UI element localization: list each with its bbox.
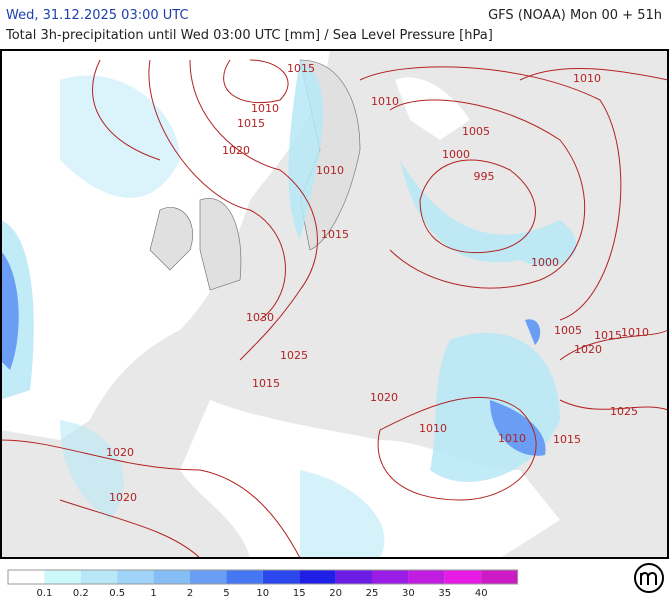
legend-swatch <box>226 570 263 584</box>
isobar-label: 1020 <box>109 491 137 504</box>
header-time: Wed, 31.12.2025 03:00 UTC <box>6 8 189 23</box>
legend-label: 0.1 <box>36 588 52 599</box>
isobar-label: 995 <box>474 170 495 183</box>
isobar-label: 1020 <box>106 446 134 459</box>
legend-swatch <box>44 570 81 584</box>
legend: 0.1 0.2 0.5 1 2 5 10 15 20 25 30 35 40 <box>7 569 519 599</box>
isobar-label: 1010 <box>371 95 399 108</box>
isobar-label: 1020 <box>370 391 398 404</box>
legend-swatch <box>481 570 518 584</box>
legend-label: 2 <box>187 588 193 599</box>
isobar-label: 1025 <box>280 349 308 362</box>
legend-label: 0.5 <box>109 588 125 599</box>
legend-label: 1 <box>150 588 156 599</box>
legend-label: 35 <box>438 588 451 599</box>
isobar-label: 1020 <box>574 343 602 356</box>
isobar-label: 1020 <box>222 144 250 157</box>
isobar-label: 1010 <box>251 102 279 115</box>
legend-label: 25 <box>366 588 379 599</box>
legend-swatch <box>262 570 300 584</box>
isobar-label: 1015 <box>594 329 622 342</box>
isobar-label: 1005 <box>462 125 490 138</box>
isobar-label: 1010 <box>498 432 526 445</box>
legend-swatch <box>372 570 409 584</box>
isobar-label: 1000 <box>531 256 559 269</box>
isobar-label: 1015 <box>287 62 315 75</box>
legend-swatch <box>80 570 118 584</box>
logo <box>634 563 664 593</box>
isobar-label: 1005 <box>554 324 582 337</box>
isobar-label: 1010 <box>573 72 601 85</box>
legend-label: 20 <box>329 588 342 599</box>
isobar-label: 1025 <box>610 405 638 418</box>
isobar-label: 1015 <box>321 228 349 241</box>
isobar-label: 1015 <box>252 377 280 390</box>
legend-label: 0.2 <box>73 588 89 599</box>
legend-swatch <box>335 570 372 584</box>
isobar-label: 1010 <box>419 422 447 435</box>
isobar-label: 1010 <box>316 164 344 177</box>
legend-swatch <box>408 570 445 584</box>
legend-label: 10 <box>256 588 269 599</box>
isobar-label: 1010 <box>621 326 649 339</box>
legend-label: 5 <box>223 588 229 599</box>
legend-label: 30 <box>402 588 415 599</box>
isobar-label: 1015 <box>553 433 581 446</box>
header-subtitle: Total 3h-precipitation until Wed 03:00 U… <box>5 28 493 43</box>
legend-label: 40 <box>475 588 488 599</box>
map: 1015101010151020101010051000995101010151… <box>0 49 669 559</box>
isobar-label: 1000 <box>442 148 470 161</box>
legend-swatch <box>190 570 227 584</box>
legend-swatch <box>153 570 190 584</box>
isobar-label: 1015 <box>237 117 265 130</box>
legend-frame <box>7 569 519 585</box>
header-model: GFS (NOAA) Mon 00 + 51h <box>488 8 662 23</box>
legend-swatch <box>299 570 336 584</box>
isobar-label: 1030 <box>246 311 274 324</box>
legend-swatch <box>444 570 482 584</box>
legend-swatch <box>117 570 154 584</box>
legend-label: 15 <box>293 588 306 599</box>
legend-swatch <box>8 570 45 584</box>
